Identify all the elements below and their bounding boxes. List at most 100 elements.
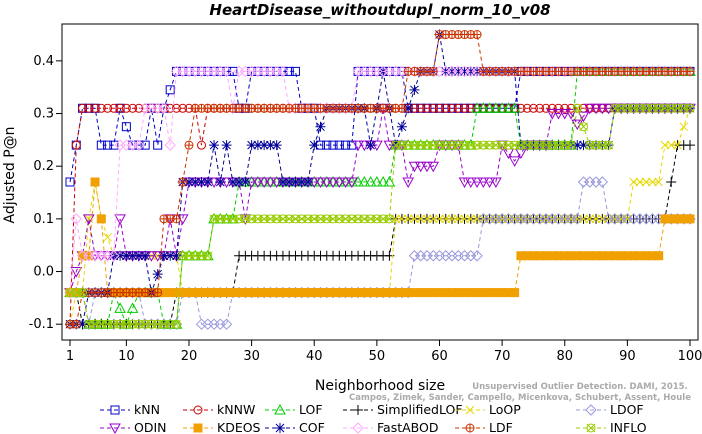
series-odin: [64, 103, 696, 299]
legend-item-loop: LoOP: [455, 402, 521, 417]
data-point-kdeos: [510, 288, 520, 298]
data-point-cof: [396, 121, 407, 132]
data-point-cof: [403, 103, 414, 114]
data-point-odin: [583, 103, 596, 115]
legend-item-fastabod: FastABOD: [343, 420, 439, 434]
data-point-lof: [502, 102, 515, 113]
data-point-knn: [322, 140, 332, 150]
data-point-knn: [165, 85, 175, 95]
legend-label-loop: LoOP: [489, 402, 521, 417]
data-point-knn: [253, 66, 263, 76]
data-point-knnw: [416, 103, 426, 113]
data-point-lof: [477, 102, 490, 113]
x-tick-label: 30: [243, 349, 260, 364]
data-point-lof: [490, 102, 502, 113]
legend-label-cof: COF: [299, 420, 325, 434]
y-tick-label: 0.4: [33, 54, 54, 69]
data-point-odin: [408, 161, 421, 173]
data-point-cof: [277, 177, 288, 187]
data-point-odin: [345, 177, 358, 189]
data-point-cof: [165, 250, 176, 261]
y-tick-label: 0.1: [33, 212, 54, 227]
data-point-loop: [416, 214, 426, 224]
data-point-cof: [77, 319, 88, 330]
data-point-fastabod: [108, 250, 120, 262]
legend-label-ldf: LDF: [489, 420, 513, 434]
data-point-cof: [315, 121, 326, 132]
data-point-loop: [591, 214, 601, 224]
data-point-knn: [366, 66, 376, 76]
data-point-loop: [397, 214, 407, 224]
data-point-cof: [284, 177, 295, 187]
data-point-cof: [202, 177, 213, 187]
data-point-knn: [96, 140, 106, 150]
series-line-ldf: [70, 34, 690, 325]
data-point-knnw: [197, 140, 207, 150]
data-point-odin: [590, 103, 602, 115]
data-point-knn: [109, 140, 119, 150]
data-point-knnw: [447, 103, 457, 113]
data-point-ldf: [184, 140, 194, 150]
legend-item-knn: kNN: [100, 402, 160, 417]
data-point-knn: [121, 122, 131, 132]
data-point-knn: [341, 140, 351, 150]
data-point-knn: [328, 140, 338, 150]
data-point-odin: [464, 177, 477, 189]
data-point-loop: [466, 214, 476, 224]
data-point-lof: [383, 175, 396, 187]
data-point-ldf: [472, 30, 482, 40]
data-point-knnw: [441, 103, 451, 113]
legend-item-lof: LOF: [265, 402, 323, 417]
x-axis: 1 10 20 30 40 50 60 70 80 90 100: [66, 340, 702, 364]
data-point-odin: [490, 177, 502, 189]
watermark-line-1: Unsupervised Outlier Detection. DAMI, 20…: [472, 382, 688, 392]
data-point-lof: [371, 175, 383, 187]
data-point-loop: [422, 214, 432, 224]
data-point-fastabod: [158, 102, 170, 114]
data-point-fastabod: [70, 213, 82, 225]
series-line-inflo: [70, 107, 690, 325]
data-point-knn: [228, 66, 238, 76]
plot-frame: [61, 23, 699, 341]
data-point-odin: [508, 156, 521, 167]
data-point-kdeos: [96, 214, 106, 224]
legend-marker-cof: [275, 423, 285, 433]
data-point-odin: [333, 177, 346, 189]
data-point-odin: [565, 109, 577, 120]
series-line-kdeos: [70, 181, 690, 294]
data-point-odin: [402, 177, 415, 189]
series-ldf: [65, 30, 695, 329]
data-point-cof: [196, 177, 207, 187]
data-point-knnw: [128, 103, 138, 113]
data-point-odin: [414, 161, 427, 173]
legend-label-knn: kNN: [134, 402, 160, 417]
data-point-odin: [327, 177, 339, 189]
data-point-kdeos: [90, 177, 100, 187]
data-point-loop: [447, 214, 457, 224]
data-point-knn: [197, 66, 207, 76]
watermark-line-2: Campos, Zimek, Sander, Campello, Micenko…: [349, 393, 691, 403]
data-point-odin: [114, 214, 126, 225]
data-point-cof: [183, 177, 194, 187]
legend-item-odin: ODIN: [100, 420, 167, 434]
data-point-fastabod: [277, 65, 289, 78]
legend-marker-knnw: [193, 405, 203, 415]
data-point-knn: [153, 140, 163, 150]
data-point-loop: [597, 214, 607, 224]
data-point-odin: [596, 103, 609, 115]
x-tick-label: 100: [678, 349, 702, 364]
data-point-odin: [552, 109, 565, 120]
x-tick-label: 40: [306, 349, 323, 364]
data-point-loop: [654, 177, 664, 187]
data-point-cof: [465, 66, 476, 77]
data-point-odin: [314, 177, 327, 189]
data-point-loop: [660, 140, 670, 150]
data-point-inflo: [78, 288, 88, 298]
data-point-loop: [435, 214, 444, 224]
data-point-knnw: [528, 103, 538, 113]
data-point-cof: [309, 140, 320, 151]
data-point-odin: [258, 177, 270, 189]
data-point-lof: [483, 102, 496, 113]
data-point-knnw: [422, 103, 432, 113]
data-point-loop: [679, 122, 689, 132]
